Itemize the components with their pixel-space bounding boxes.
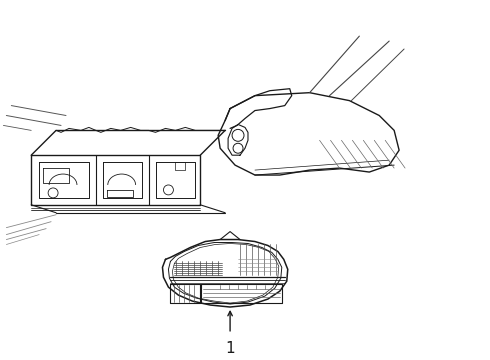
Text: 1: 1 (225, 341, 235, 356)
